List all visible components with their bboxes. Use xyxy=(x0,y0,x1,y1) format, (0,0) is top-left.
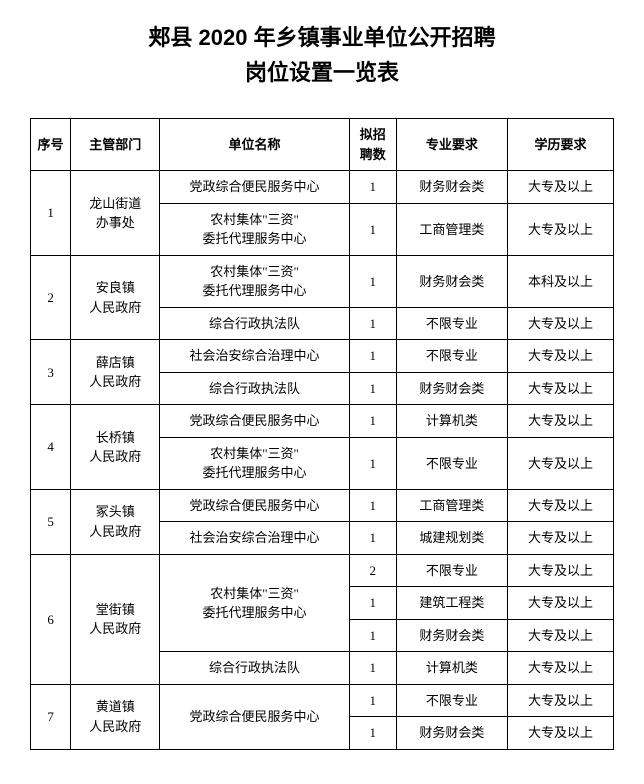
cell-unit: 综合行政执法队 xyxy=(160,307,350,340)
header-major: 专业要求 xyxy=(396,119,507,171)
cell-count: 1 xyxy=(349,405,396,438)
cell-major: 工商管理类 xyxy=(396,489,507,522)
table-row: 3薛店镇人民政府社会治安综合治理中心1不限专业大专及以上 xyxy=(31,340,614,373)
cell-major: 不限专业 xyxy=(396,554,507,587)
table-row: 1龙山街道办事处党政综合便民服务中心1财务财会类大专及以上 xyxy=(31,171,614,204)
cell-count: 1 xyxy=(349,171,396,204)
cell-edu: 大专及以上 xyxy=(508,405,614,438)
cell-count: 1 xyxy=(349,587,396,620)
cell-major: 建筑工程类 xyxy=(396,587,507,620)
cell-edu: 大专及以上 xyxy=(508,372,614,405)
cell-major: 不限专业 xyxy=(396,437,507,489)
table-row: 5冢头镇人民政府党政综合便民服务中心1工商管理类大专及以上 xyxy=(31,489,614,522)
cell-unit: 社会治安综合治理中心 xyxy=(160,340,350,373)
cell-count: 1 xyxy=(349,307,396,340)
cell-count: 1 xyxy=(349,717,396,750)
cell-edu: 大专及以上 xyxy=(508,307,614,340)
cell-edu: 大专及以上 xyxy=(508,684,614,717)
cell-count: 2 xyxy=(349,554,396,587)
cell-major: 财务财会类 xyxy=(396,619,507,652)
cell-unit: 农村集体"三资"委托代理服务中心 xyxy=(160,554,350,652)
cell-dept: 冢头镇人民政府 xyxy=(71,489,160,554)
header-dept: 主管部门 xyxy=(71,119,160,171)
cell-count: 1 xyxy=(349,489,396,522)
cell-edu: 大专及以上 xyxy=(508,619,614,652)
header-edu: 学历要求 xyxy=(508,119,614,171)
cell-dept: 长桥镇人民政府 xyxy=(71,405,160,490)
cell-major: 不限专业 xyxy=(396,340,507,373)
cell-edu: 大专及以上 xyxy=(508,437,614,489)
cell-major: 工商管理类 xyxy=(396,203,507,255)
header-unit: 单位名称 xyxy=(160,119,350,171)
cell-major: 财务财会类 xyxy=(396,171,507,204)
cell-seq: 4 xyxy=(31,405,71,490)
cell-edu: 大专及以上 xyxy=(508,652,614,685)
cell-count: 1 xyxy=(349,522,396,555)
table-header-row: 序号 主管部门 单位名称 拟招聘数 专业要求 学历要求 xyxy=(31,119,614,171)
title-line-1: 郏县 2020 年乡镇事业单位公开招聘 xyxy=(148,25,495,50)
cell-edu: 大专及以上 xyxy=(508,489,614,522)
cell-unit: 农村集体"三资"委托代理服务中心 xyxy=(160,203,350,255)
cell-count: 1 xyxy=(349,684,396,717)
cell-count: 1 xyxy=(349,437,396,489)
cell-dept: 薛店镇人民政府 xyxy=(71,340,160,405)
cell-major: 财务财会类 xyxy=(396,717,507,750)
cell-dept: 安良镇人民政府 xyxy=(71,255,160,340)
cell-count: 1 xyxy=(349,372,396,405)
cell-seq: 2 xyxy=(31,255,71,340)
cell-count: 1 xyxy=(349,203,396,255)
cell-edu: 大专及以上 xyxy=(508,717,614,750)
cell-unit: 综合行政执法队 xyxy=(160,652,350,685)
cell-major: 计算机类 xyxy=(396,405,507,438)
cell-seq: 1 xyxy=(31,171,71,256)
table-row: 7黄道镇人民政府党政综合便民服务中心1不限专业大专及以上 xyxy=(31,684,614,717)
cell-count: 1 xyxy=(349,652,396,685)
cell-unit: 党政综合便民服务中心 xyxy=(160,684,350,749)
cell-major: 计算机类 xyxy=(396,652,507,685)
header-seq: 序号 xyxy=(31,119,71,171)
table-row: 4长桥镇人民政府党政综合便民服务中心1计算机类大专及以上 xyxy=(31,405,614,438)
cell-major: 不限专业 xyxy=(396,684,507,717)
cell-dept: 龙山街道办事处 xyxy=(71,171,160,256)
cell-unit: 党政综合便民服务中心 xyxy=(160,171,350,204)
cell-unit: 党政综合便民服务中心 xyxy=(160,405,350,438)
cell-unit: 党政综合便民服务中心 xyxy=(160,489,350,522)
cell-seq: 7 xyxy=(31,684,71,749)
cell-major: 财务财会类 xyxy=(396,372,507,405)
title-line-2: 岗位设置一览表 xyxy=(245,60,399,85)
cell-dept: 黄道镇人民政府 xyxy=(71,684,160,749)
cell-major: 不限专业 xyxy=(396,307,507,340)
table-row: 2安良镇人民政府农村集体"三资"委托代理服务中心1财务财会类本科及以上 xyxy=(31,255,614,307)
recruitment-table: 序号 主管部门 单位名称 拟招聘数 专业要求 学历要求 1龙山街道办事处党政综合… xyxy=(30,118,614,750)
cell-edu: 大专及以上 xyxy=(508,340,614,373)
cell-seq: 5 xyxy=(31,489,71,554)
cell-major: 财务财会类 xyxy=(396,255,507,307)
header-count: 拟招聘数 xyxy=(349,119,396,171)
cell-unit: 农村集体"三资"委托代理服务中心 xyxy=(160,437,350,489)
cell-major: 城建规划类 xyxy=(396,522,507,555)
cell-dept: 堂街镇人民政府 xyxy=(71,554,160,684)
cell-unit: 农村集体"三资"委托代理服务中心 xyxy=(160,255,350,307)
cell-unit: 社会治安综合治理中心 xyxy=(160,522,350,555)
cell-edu: 大专及以上 xyxy=(508,171,614,204)
cell-edu: 大专及以上 xyxy=(508,554,614,587)
cell-seq: 6 xyxy=(31,554,71,684)
cell-count: 1 xyxy=(349,619,396,652)
cell-edu: 大专及以上 xyxy=(508,587,614,620)
cell-count: 1 xyxy=(349,255,396,307)
cell-seq: 3 xyxy=(31,340,71,405)
cell-edu: 本科及以上 xyxy=(508,255,614,307)
cell-count: 1 xyxy=(349,340,396,373)
page-title: 郏县 2020 年乡镇事业单位公开招聘 岗位设置一览表 xyxy=(30,20,614,90)
table-row: 6堂街镇人民政府农村集体"三资"委托代理服务中心2不限专业大专及以上 xyxy=(31,554,614,587)
cell-edu: 大专及以上 xyxy=(508,203,614,255)
cell-unit: 综合行政执法队 xyxy=(160,372,350,405)
cell-edu: 大专及以上 xyxy=(508,522,614,555)
